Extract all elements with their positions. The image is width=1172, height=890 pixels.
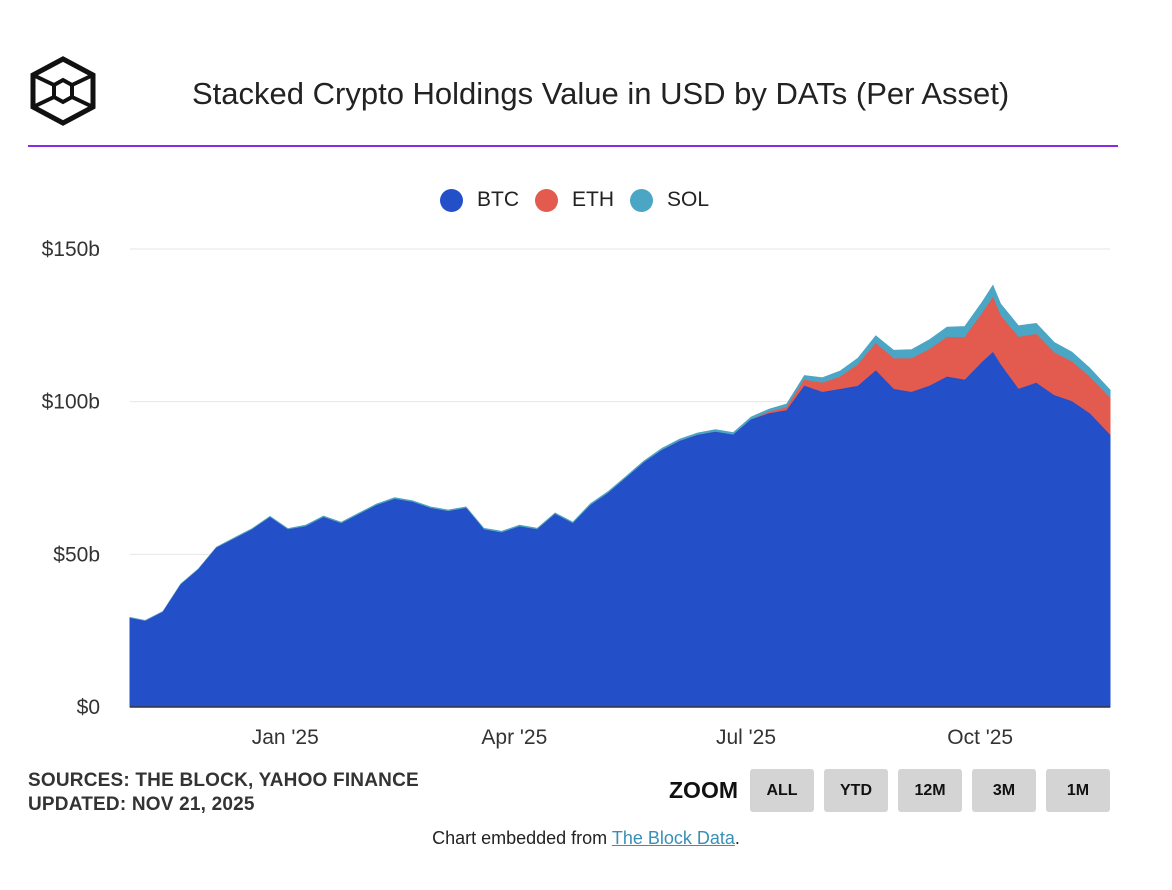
embed-credit: Chart embedded from The Block Data. bbox=[0, 828, 1172, 849]
legend-dot-icon bbox=[630, 188, 653, 212]
y-tick-label: $150b bbox=[42, 238, 100, 261]
y-tick-label: $100b bbox=[42, 391, 100, 414]
x-tick-label: Jul '25 bbox=[716, 726, 776, 749]
updated-text: UPDATED: NOV 21, 2025 bbox=[28, 794, 255, 815]
zoom-12m-button[interactable]: 12M bbox=[898, 769, 962, 812]
the-block-data-link[interactable]: The Block Data bbox=[611, 828, 735, 848]
logo-icon bbox=[30, 56, 96, 126]
legend-dot-icon bbox=[440, 188, 463, 212]
x-tick-label: Oct '25 bbox=[947, 726, 1013, 749]
embed-prefix: Chart embedded from bbox=[432, 828, 612, 848]
title-divider bbox=[28, 145, 1118, 147]
sources-text: SOURCES: THE BLOCK, YAHOO FINANCE bbox=[28, 770, 419, 791]
y-tick-label: $0 bbox=[77, 696, 100, 719]
zoom-1m-button[interactable]: 1M bbox=[1046, 769, 1110, 812]
sources-block: SOURCES: THE BLOCK, YAHOO FINANCE UPDATE… bbox=[28, 769, 419, 817]
legend-label: SOL bbox=[667, 188, 710, 211]
legend-item-eth[interactable]: ETH bbox=[535, 188, 614, 212]
legend-item-btc[interactable]: BTC bbox=[440, 188, 519, 212]
zoom-all-button[interactable]: ALL bbox=[750, 769, 814, 812]
legend-item-sol[interactable]: SOL bbox=[630, 188, 709, 212]
x-tick-label: Apr '25 bbox=[481, 726, 547, 749]
y-tick-label: $50b bbox=[53, 543, 100, 566]
zoom-ytd-button[interactable]: YTD bbox=[824, 769, 888, 812]
x-tick-label: Jan '25 bbox=[252, 726, 319, 749]
zoom-3m-button[interactable]: 3M bbox=[972, 769, 1036, 812]
page-title: Stacked Crypto Holdings Value in USD by … bbox=[192, 76, 1010, 111]
legend-label: ETH bbox=[572, 188, 614, 211]
legend-label: BTC bbox=[477, 188, 519, 211]
legend-dot-icon bbox=[535, 188, 558, 212]
zoom-label: ZOOM bbox=[669, 777, 738, 803]
area-series-btc[interactable] bbox=[129, 352, 1111, 708]
embed-suffix: . bbox=[734, 828, 740, 848]
chart-legend: BTC ETH SOL bbox=[440, 188, 709, 212]
